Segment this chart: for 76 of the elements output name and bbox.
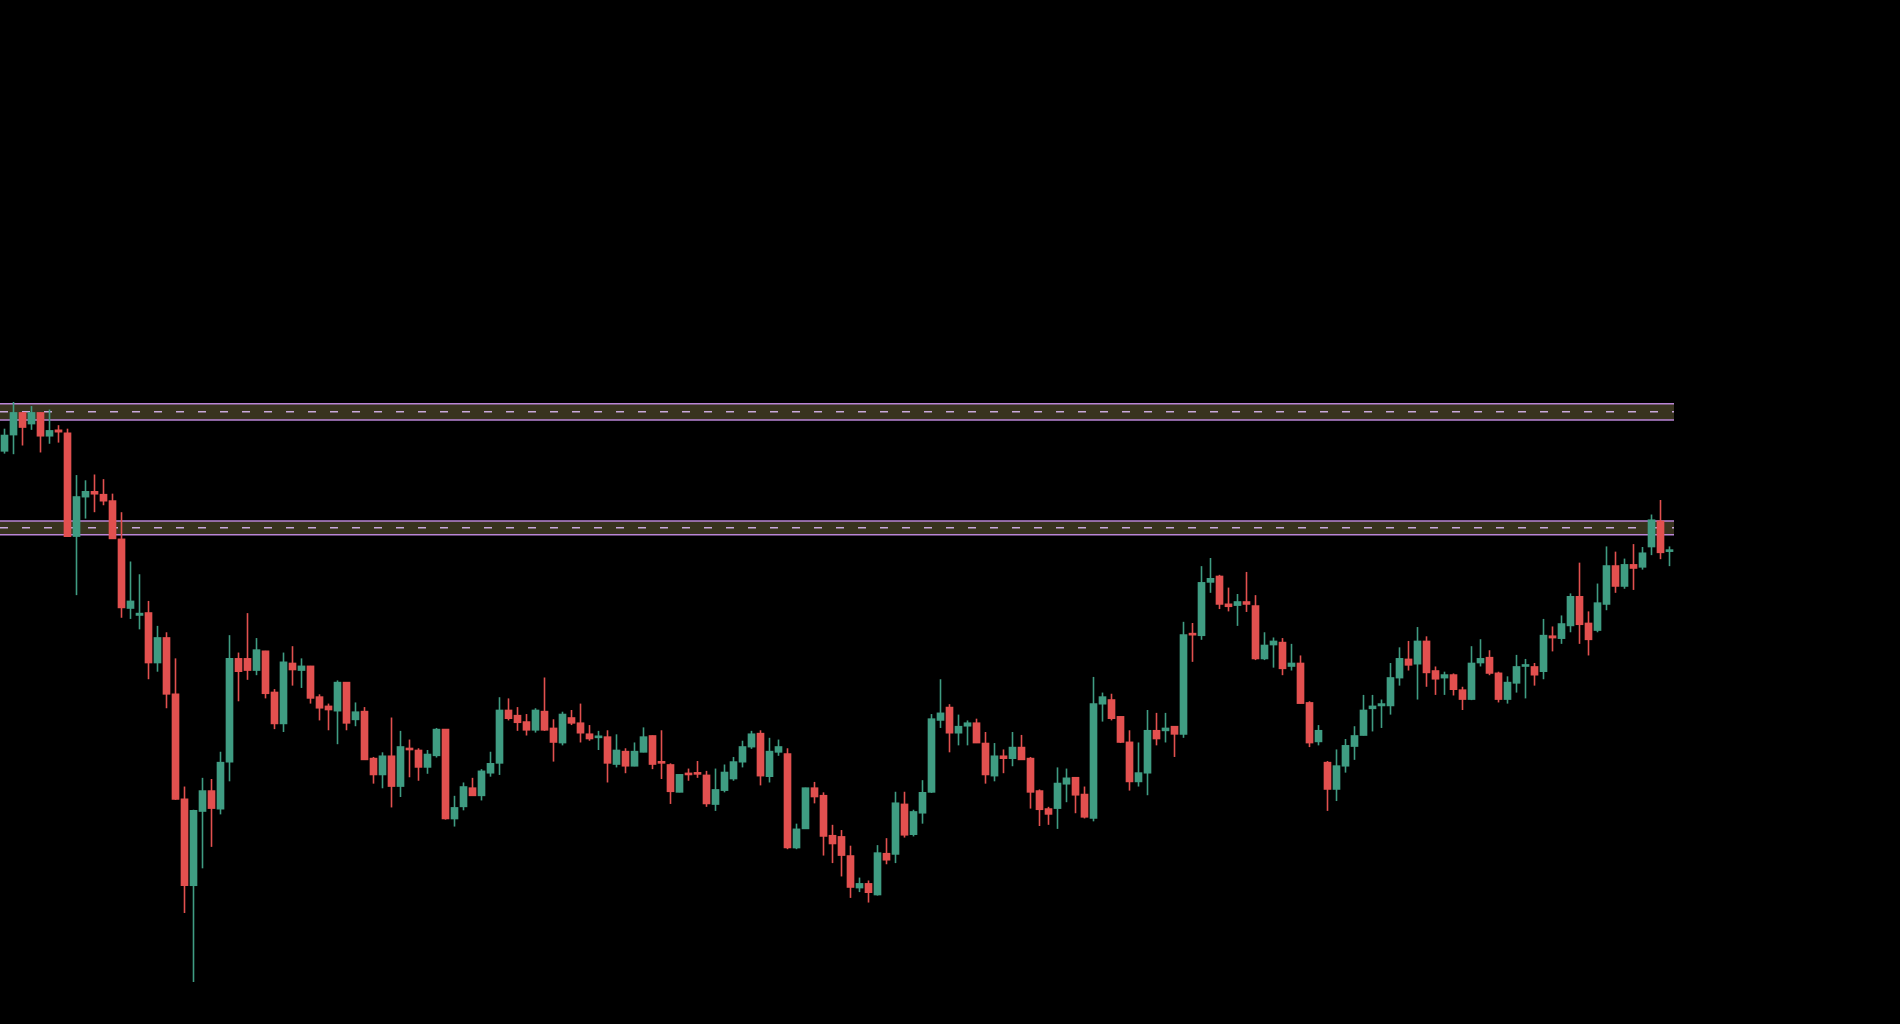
candlestick xyxy=(1062,767,1071,803)
candlestick xyxy=(864,879,873,904)
candlestick xyxy=(1557,614,1566,645)
candlestick xyxy=(810,781,819,805)
candlestick xyxy=(549,718,558,763)
candlestick xyxy=(972,717,981,744)
candlestick xyxy=(621,747,630,774)
candlestick xyxy=(990,742,999,783)
candlestick xyxy=(1080,785,1089,820)
candlestick xyxy=(1134,741,1143,788)
candlestick xyxy=(99,478,108,507)
candlestick xyxy=(522,713,531,737)
candlestick xyxy=(18,411,27,447)
candlestick xyxy=(1665,545,1674,567)
candlestick xyxy=(729,756,738,782)
candlestick xyxy=(1350,725,1359,761)
candlestick xyxy=(711,767,720,812)
candlestick xyxy=(1071,776,1080,815)
candlestick xyxy=(1521,658,1530,700)
candlestick xyxy=(1107,692,1116,722)
candlestick xyxy=(1098,691,1107,723)
candlestick xyxy=(738,739,747,769)
candlestick xyxy=(378,751,387,790)
candlestick xyxy=(9,401,18,455)
candlestick xyxy=(954,713,963,747)
candlestick xyxy=(1458,685,1467,711)
candlestick xyxy=(1233,593,1242,627)
candlestick xyxy=(459,781,468,812)
candlestick xyxy=(1377,698,1386,729)
candlestick xyxy=(531,707,540,734)
candlestick xyxy=(630,741,639,768)
candlestick xyxy=(576,702,585,744)
candlestick xyxy=(315,693,324,722)
candlestick xyxy=(1512,654,1521,694)
candlestick xyxy=(1035,788,1044,827)
candlestick xyxy=(1206,557,1215,594)
candlestick xyxy=(1485,649,1494,676)
candlestick xyxy=(1620,557,1629,590)
candlestick xyxy=(1404,640,1413,672)
candlestick xyxy=(612,733,621,769)
candlestick xyxy=(423,749,432,775)
candlestick xyxy=(90,473,99,513)
candlestick xyxy=(1341,738,1350,774)
candlestick xyxy=(234,651,243,703)
candlestick xyxy=(1503,675,1512,705)
candlestick xyxy=(1629,543,1638,591)
candlestick xyxy=(1395,646,1404,687)
candlestick xyxy=(1431,665,1440,696)
candlestick xyxy=(207,778,216,848)
candlestick xyxy=(594,730,603,751)
candlestick xyxy=(918,779,927,825)
candlestick xyxy=(837,829,846,878)
candlestick xyxy=(1638,546,1647,571)
candlestick xyxy=(1548,625,1557,653)
candlestick xyxy=(963,719,972,747)
candlestick xyxy=(45,408,54,445)
candlestick xyxy=(1530,662,1539,687)
candlestick xyxy=(882,837,891,866)
candlestick xyxy=(909,808,918,838)
candlestick xyxy=(999,748,1008,774)
candlestick xyxy=(135,573,144,631)
candlestick xyxy=(414,747,423,782)
candlestick xyxy=(639,726,648,754)
candlestick xyxy=(486,750,495,778)
candlestick xyxy=(351,701,360,728)
candlestick xyxy=(252,637,261,676)
candlestick xyxy=(1242,571,1251,613)
candlestick xyxy=(657,729,666,780)
candlestick xyxy=(540,676,549,732)
candlestick xyxy=(1170,725,1179,758)
candlestick xyxy=(720,763,729,794)
candlestick xyxy=(1611,550,1620,594)
candlestick xyxy=(198,777,207,870)
candlestick xyxy=(1449,672,1458,697)
candlestick xyxy=(0,427,9,455)
candlestick xyxy=(243,612,252,681)
